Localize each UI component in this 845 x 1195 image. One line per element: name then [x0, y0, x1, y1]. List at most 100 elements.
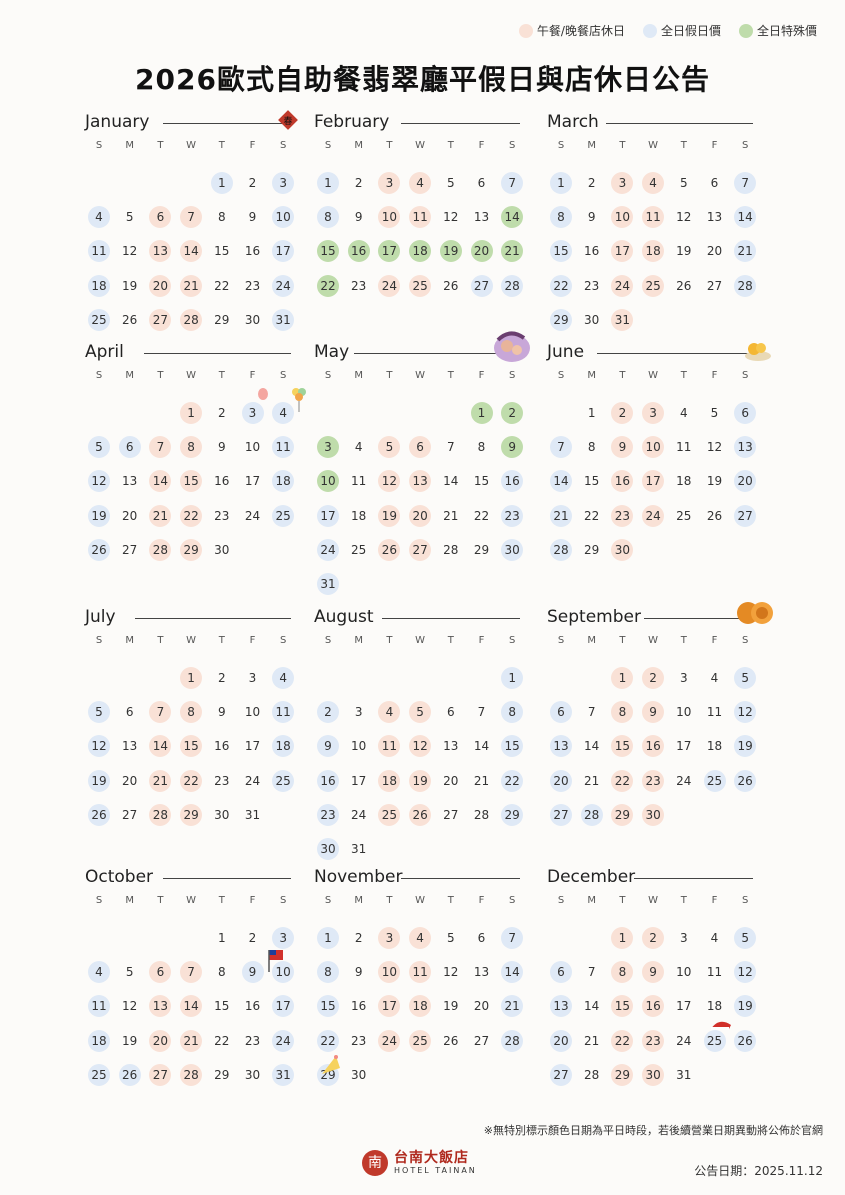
weekday-label: W	[415, 895, 426, 906]
calendar-day: 16	[244, 999, 261, 1014]
svg-text:春: 春	[283, 115, 292, 127]
calendar-day: 6	[149, 961, 172, 984]
calendar-day: 11	[88, 995, 110, 1018]
calendar-day: 15	[317, 240, 339, 263]
calendar-day: 3	[272, 927, 295, 949]
calendar-day: 5	[88, 701, 110, 724]
calendar-day: 14	[473, 739, 490, 754]
weekday-label: W	[186, 895, 197, 906]
month-header: January	[85, 112, 295, 136]
weekday-label: F	[478, 895, 485, 906]
weekday-label: S	[742, 140, 749, 151]
calendar-day: 24	[317, 538, 339, 561]
calendar-day: 24	[351, 807, 367, 822]
calendar-day: 16	[642, 735, 665, 758]
calendar-day: 3	[354, 705, 363, 720]
calendar-day: 7	[587, 965, 596, 980]
calendar-day: 15	[473, 474, 490, 489]
weekday-label: S	[557, 140, 565, 151]
calendar-day: 28	[149, 803, 172, 826]
calendar-day: 13	[149, 995, 172, 1018]
calendar-day: 7	[477, 705, 486, 720]
calendar-day: 10	[351, 739, 367, 754]
calendar-day: 31	[611, 308, 634, 331]
calendar-day: 4	[679, 406, 688, 420]
calendar-day: 18	[706, 999, 723, 1014]
legend-dot-closed	[518, 23, 533, 38]
calendar-day: 8	[217, 965, 226, 980]
calendar-day: 30	[351, 1067, 367, 1082]
announcement-date: 公告日期：2025.11.12	[694, 1164, 823, 1178]
weekday-label: F	[478, 635, 485, 646]
calendar-day: 1	[317, 172, 339, 194]
month-name: October	[85, 867, 154, 887]
calendar-day: 21	[501, 240, 524, 263]
weekday-label: S	[557, 635, 565, 646]
calendar-day: 11	[409, 961, 432, 984]
calendar-day: 11	[409, 206, 432, 229]
legend-label-closed: 午餐/晚餐店休日	[536, 24, 625, 38]
calendar-day: 23	[214, 773, 230, 788]
calendar-day: 15	[501, 735, 524, 758]
calendar-day: 10	[244, 705, 261, 720]
calendar-day: 23	[214, 508, 230, 523]
calendar-day: 4	[642, 172, 665, 194]
weekday-label: W	[648, 635, 659, 646]
calendar-day: 16	[351, 999, 367, 1014]
weekday-label: F	[711, 370, 718, 381]
legend: 午餐/晚餐店休日 全日假日價 全日特殊價	[518, 22, 817, 39]
calendar-day: 23	[611, 504, 634, 527]
calendar-day: 26	[734, 1029, 757, 1052]
weekday-label: T	[157, 635, 164, 646]
calendar-day: 11	[351, 474, 367, 489]
weekday-label: T	[157, 140, 164, 151]
weekday-label: S	[509, 370, 516, 381]
calendar-day: 20	[473, 999, 490, 1014]
calendar-day: 5	[446, 176, 455, 190]
calendar-day: 29	[214, 312, 230, 327]
calendar-day: 14	[149, 470, 172, 493]
legend-dot-holiday	[642, 23, 657, 38]
calendar-day: 18	[409, 995, 432, 1018]
calendar-day: 11	[272, 436, 295, 459]
calendar-day: 16	[317, 769, 339, 792]
calendar-day: 12	[122, 999, 138, 1014]
calendar-day: 21	[584, 773, 600, 788]
weekday-label: M	[354, 895, 363, 906]
calendar-day: 13	[473, 965, 490, 980]
calendar-day: 24	[272, 1029, 295, 1052]
calendar-day: 4	[354, 440, 363, 455]
calendar-day: 1	[611, 927, 634, 949]
calendar-day: 8	[501, 701, 524, 724]
weekday-label: T	[386, 370, 393, 381]
footnote: ※無特別標示顏色日期為平日時段，若後續營業日期異動將公佈於官網	[483, 1124, 823, 1137]
calendar-day: 26	[706, 508, 723, 523]
calendar-day: 1	[501, 667, 524, 689]
calendar-day: 27	[550, 1063, 572, 1086]
calendar-day: 21	[149, 504, 172, 527]
calendar-day: 11	[642, 206, 665, 229]
month-december: December S M T W T F S 1 2 3 4 5 6 7 8 9 10 11 12 13 14 15 16 17…	[547, 867, 757, 1086]
calendar-day: 9	[217, 440, 226, 455]
calendar-day: 19	[676, 244, 692, 259]
weekday-label: T	[218, 895, 225, 906]
calendar-day: 30	[214, 542, 230, 557]
calendar-day: 25	[409, 274, 432, 297]
calendar-day: 3	[679, 931, 688, 945]
calendar-day: 9	[317, 735, 339, 758]
calendar-day: 18	[88, 274, 110, 297]
month-name: December	[547, 867, 636, 887]
calendar-day: 19	[122, 1033, 138, 1048]
legend-label-holiday: 全日假日價	[660, 24, 721, 38]
month-february: February S M T W T F S 1 2 3 4 5 6 7 8 9 10 11 12 13 14 15 16 17…	[314, 112, 524, 297]
calendar-day: 23	[244, 1033, 261, 1048]
calendar-day: 13	[706, 210, 723, 225]
weekday-label: T	[447, 895, 454, 906]
mooncake-icon	[736, 598, 774, 632]
calendar-day: 20	[149, 274, 172, 297]
calendar-day: 22	[214, 278, 230, 293]
weekday-label: S	[95, 635, 103, 646]
calendar-day: 12	[734, 961, 757, 984]
